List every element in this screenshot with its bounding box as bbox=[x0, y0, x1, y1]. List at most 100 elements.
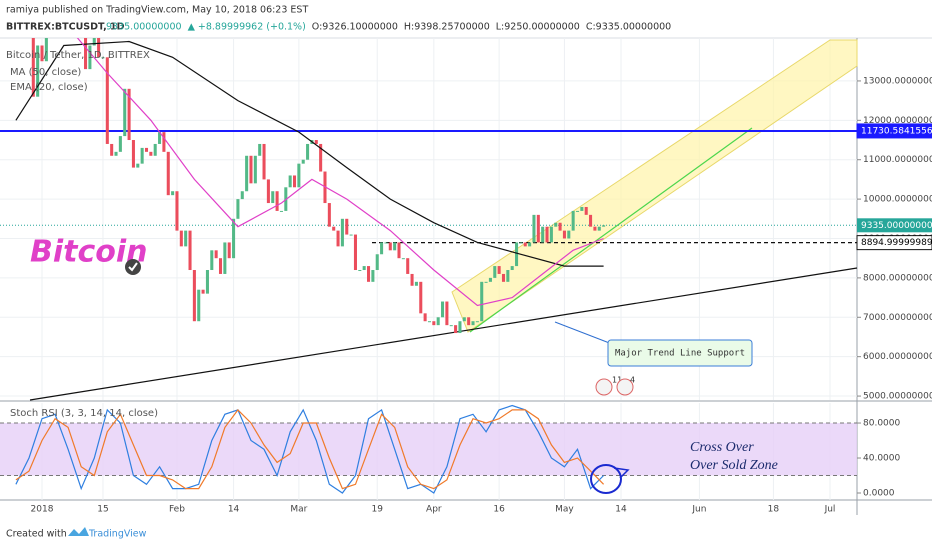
x-tick-label: Jun bbox=[691, 505, 706, 515]
y-tick-label: 12000.00000000 bbox=[863, 116, 932, 126]
y-tick-label: 5000.00000000 bbox=[863, 392, 932, 402]
event-count: 11 bbox=[612, 376, 622, 385]
indicator-line bbox=[15, 40, 604, 267]
candle bbox=[541, 226, 545, 243]
candle bbox=[162, 132, 166, 152]
indicator-line bbox=[76, 38, 604, 307]
candle bbox=[401, 258, 405, 260]
last-price-box bbox=[857, 218, 932, 233]
candle bbox=[515, 242, 519, 267]
candle bbox=[406, 258, 410, 274]
candle bbox=[314, 140, 318, 144]
candle bbox=[362, 266, 366, 271]
annotation: Cross Over bbox=[690, 440, 754, 455]
candle bbox=[419, 281, 423, 314]
candle bbox=[336, 230, 340, 247]
candle bbox=[110, 143, 114, 156]
candle bbox=[136, 163, 140, 168]
x-tick-label: 15 bbox=[97, 505, 108, 515]
price-label-box bbox=[856, 123, 932, 139]
candle bbox=[367, 266, 371, 282]
stoch-lines bbox=[15, 404, 605, 494]
candle bbox=[118, 136, 122, 152]
candle bbox=[249, 155, 253, 184]
candle bbox=[144, 147, 149, 152]
x-tick-label: 18 bbox=[768, 505, 780, 515]
x-tick-label: Feb bbox=[169, 505, 185, 515]
candle bbox=[105, 57, 109, 144]
candle bbox=[114, 151, 118, 156]
candle bbox=[414, 281, 418, 286]
candle bbox=[497, 266, 501, 274]
footer-brand: TradingView bbox=[88, 529, 147, 540]
y-tick-label: 6000.00000000 bbox=[863, 352, 932, 362]
candle bbox=[436, 317, 440, 326]
candle bbox=[201, 289, 205, 294]
x-tick-label: May bbox=[555, 505, 574, 515]
quote-field: ▲ +8.89999962 (+0.1%) bbox=[188, 22, 306, 33]
event-count: 4 bbox=[630, 376, 635, 385]
candle bbox=[501, 273, 506, 282]
y-tick-label: 80.0000 bbox=[863, 419, 900, 429]
candle bbox=[175, 191, 179, 231]
candle bbox=[205, 270, 209, 294]
candle bbox=[597, 226, 601, 231]
candle bbox=[279, 210, 283, 212]
candle bbox=[523, 242, 527, 247]
x-tick-label: Jul bbox=[824, 505, 836, 515]
major-trend-line bbox=[29, 267, 858, 401]
candle bbox=[166, 151, 170, 196]
candle bbox=[375, 254, 379, 271]
candle bbox=[210, 250, 214, 271]
candle bbox=[393, 242, 397, 251]
candle bbox=[488, 277, 492, 282]
candle bbox=[131, 140, 135, 168]
price-pane bbox=[0, 38, 857, 334]
stoch-line bbox=[15, 404, 605, 494]
candle bbox=[554, 222, 558, 227]
candle bbox=[258, 143, 262, 156]
candle bbox=[44, 38, 48, 62]
candle bbox=[584, 206, 588, 215]
candle bbox=[266, 179, 270, 204]
candle bbox=[184, 230, 188, 247]
stoch-pane bbox=[0, 404, 857, 494]
candle bbox=[223, 242, 227, 274]
candle bbox=[471, 321, 475, 326]
candle bbox=[340, 218, 344, 247]
price-label: 8894.99999989 bbox=[861, 238, 932, 248]
candle bbox=[589, 214, 593, 227]
x-tick-label: 14 bbox=[615, 505, 627, 515]
y-tick-label: 8000.00000000 bbox=[863, 273, 932, 283]
x-tick-label: 2018 bbox=[31, 505, 54, 515]
candle bbox=[545, 226, 549, 243]
candle bbox=[462, 317, 466, 322]
candle bbox=[480, 281, 484, 322]
candle bbox=[240, 191, 244, 200]
candle bbox=[449, 325, 453, 327]
candle bbox=[292, 175, 297, 188]
candle bbox=[101, 57, 105, 59]
candle bbox=[140, 147, 144, 164]
author-line: ramiya published on TradingView.com, May… bbox=[6, 5, 308, 16]
candle bbox=[218, 258, 223, 274]
candle bbox=[153, 143, 157, 156]
price-label-box bbox=[856, 235, 932, 251]
candle bbox=[31, 38, 35, 97]
candle bbox=[92, 38, 96, 46]
candle bbox=[358, 270, 362, 272]
candle bbox=[602, 225, 606, 227]
candle bbox=[275, 191, 279, 211]
quote-field: L:9250.00000000 bbox=[496, 22, 580, 33]
candle bbox=[227, 242, 231, 259]
logo-check-mark bbox=[128, 262, 138, 272]
candle bbox=[410, 273, 414, 286]
candle bbox=[271, 191, 275, 204]
candle bbox=[549, 226, 553, 243]
candle bbox=[236, 199, 240, 219]
y-tick-label: 11000.00000000 bbox=[863, 155, 932, 165]
candle bbox=[493, 266, 497, 278]
candle bbox=[245, 155, 249, 192]
candle bbox=[349, 234, 353, 236]
trend-line-green bbox=[469, 127, 753, 333]
